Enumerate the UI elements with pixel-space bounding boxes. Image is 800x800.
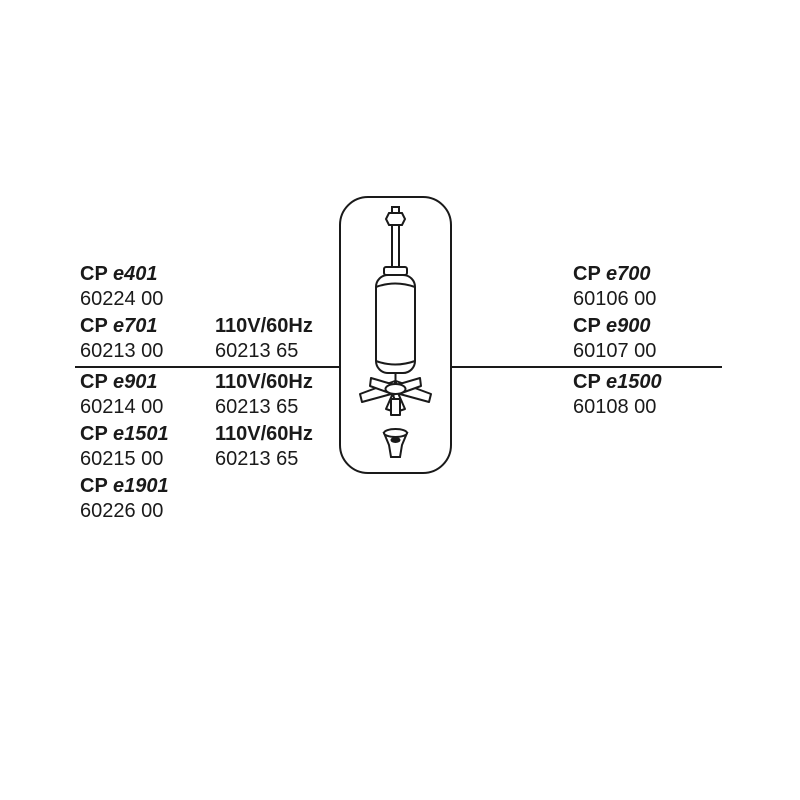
illu-body [376, 275, 415, 373]
part-number: 60108 00 [573, 395, 662, 420]
model-suffix: e700 [606, 263, 651, 285]
entry-cp-e701: CP e701 60213 00 [80, 314, 163, 364]
model-suffix: e1901 [113, 475, 169, 497]
model-suffix: e1501 [113, 423, 169, 445]
illu-bearing-hole [392, 438, 400, 442]
model-suffix: e701 [113, 315, 158, 337]
diagram-canvas: CP e401 60224 00 CP e701 60213 00 CP e90… [0, 0, 800, 800]
model-suffix: e1500 [606, 371, 662, 393]
voltage-label: 110V/60Hz [215, 314, 313, 339]
divider-right [450, 366, 722, 368]
model-prefix: CP [80, 315, 113, 337]
impeller-svg [338, 195, 453, 475]
illu-hub [386, 384, 406, 394]
entry-cp-e901: CP e901 60214 00 [80, 370, 163, 420]
model-label: CP e901 [80, 370, 163, 395]
entry-cp-e900: CP e900 60107 00 [573, 314, 656, 364]
model-label: CP e701 [80, 314, 163, 339]
model-label: CP e900 [573, 314, 656, 339]
model-prefix: CP [573, 371, 606, 393]
entry-cp-e1501: CP e1501 60215 00 [80, 422, 169, 472]
illu-rotor-body [376, 275, 415, 373]
model-suffix: e401 [113, 263, 158, 285]
impeller-illustration [338, 195, 453, 475]
voltage-label: 110V/60Hz [215, 422, 313, 447]
illu-topcap-hex [386, 213, 405, 225]
part-number: 60106 00 [573, 287, 656, 312]
entry-cp-e1500: CP e1500 60108 00 [573, 370, 662, 420]
illu-topcap-stub [392, 207, 399, 213]
part-number: 60107 00 [573, 339, 656, 364]
part-number: 60213 65 [215, 395, 313, 420]
illu-shaft-bottom [391, 399, 400, 415]
entry-cp-e700: CP e700 60106 00 [573, 262, 656, 312]
voltage-entry-0: 110V/60Hz 60213 65 [215, 314, 313, 364]
model-prefix: CP [573, 263, 606, 285]
divider-left [75, 366, 342, 368]
entry-cp-e401: CP e401 60224 00 [80, 262, 163, 312]
illu-shaft-top [392, 223, 399, 271]
voltage-label: 110V/60Hz [215, 370, 313, 395]
model-label: CP e1500 [573, 370, 662, 395]
part-number: 60226 00 [80, 499, 169, 524]
part-number: 60213 00 [80, 339, 163, 364]
illu-collar-top [384, 267, 407, 275]
model-suffix: e900 [606, 315, 651, 337]
part-number: 60215 00 [80, 447, 169, 472]
voltage-entry-2: 110V/60Hz 60213 65 [215, 422, 313, 472]
model-prefix: CP [80, 475, 113, 497]
model-prefix: CP [80, 371, 113, 393]
model-label: CP e1901 [80, 474, 169, 499]
voltage-entry-1: 110V/60Hz 60213 65 [215, 370, 313, 420]
model-prefix: CP [573, 315, 606, 337]
entry-cp-e1901: CP e1901 60226 00 [80, 474, 169, 524]
part-number: 60224 00 [80, 287, 163, 312]
illu-bearing-top [384, 429, 407, 437]
model-label: CP e401 [80, 262, 163, 287]
model-label: CP e1501 [80, 422, 169, 447]
model-label: CP e700 [573, 262, 656, 287]
model-prefix: CP [80, 423, 113, 445]
model-suffix: e901 [113, 371, 158, 393]
model-prefix: CP [80, 263, 113, 285]
part-number: 60213 65 [215, 339, 313, 364]
part-number: 60214 00 [80, 395, 163, 420]
part-number: 60213 65 [215, 447, 313, 472]
